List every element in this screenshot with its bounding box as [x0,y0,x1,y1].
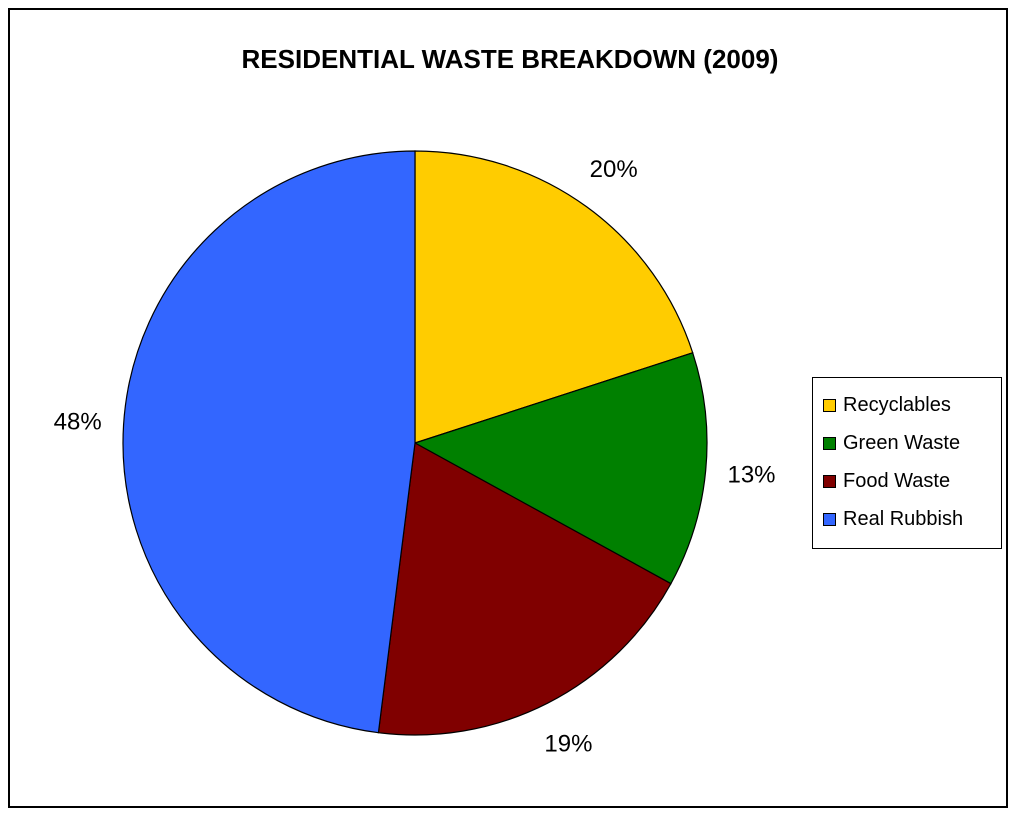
pie-slice-food-waste [377,442,672,736]
legend-label: Green Waste [843,431,961,454]
chart-frame: RESIDENTIAL WASTE BREAKDOWN (2009) 20% 13… [8,8,1008,808]
legend-swatch [823,436,836,450]
legend-item-food-waste: Food Waste [823,462,1001,500]
legend-swatch [823,474,836,488]
chart-legend: Recyclables Green Waste Food Waste Real Rub… [812,377,1002,549]
legend-item-recyclables: Recyclables [823,386,1001,424]
chart-title: RESIDENTIAL WASTE BREAKDOWN (2009) [241,44,779,74]
data-label-food-waste: 19% [544,731,592,758]
legend-swatch [823,512,836,526]
legend-item-green-waste: Green Waste [823,424,1001,462]
pie-slice-green-waste [413,352,708,585]
data-label-green-waste: 13% [727,461,775,488]
data-label-real-rubbish: 48% [54,408,102,435]
pie-chart: 20% 13% 19% 48% [54,150,776,758]
legend-label: Recyclables [843,393,951,416]
pie-slice-recyclables [414,150,694,444]
legend-label: Food Waste [843,469,951,492]
legend-label: Real Rubbish [843,507,964,530]
pie-slice-real-rubbish [122,150,416,734]
legend-item-real-rubbish: Real Rubbish [823,500,1001,538]
legend-swatch [823,398,836,412]
data-label-recyclables: 20% [590,156,638,183]
